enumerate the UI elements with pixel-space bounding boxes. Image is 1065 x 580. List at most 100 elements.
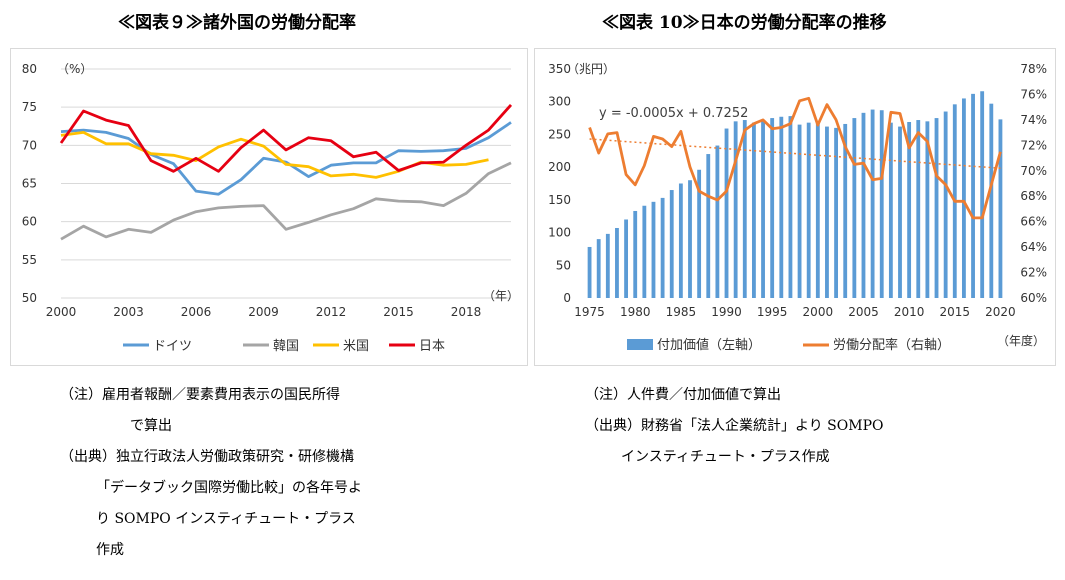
x-tick-label: 2006: [181, 305, 212, 319]
y-unit-label: （兆円）: [567, 62, 615, 76]
chart-foreign-labor-share: 50 55 60 65 70 75 80 2000 2003 2006 2009 2012 2015 20…: [10, 48, 528, 366]
source-text: 「データブック国際労働比較」の各年号よ: [96, 480, 362, 496]
value-added-bar: [587, 246, 592, 298]
value-added-bar: [998, 119, 1003, 298]
y-left-tick-label: 50: [556, 258, 571, 272]
x-unit-label: （年度）: [997, 333, 1045, 348]
y-right-tick-label: 72%: [1020, 138, 1047, 152]
x-tick-label: 1995: [757, 305, 788, 319]
value-added-bar: [989, 103, 994, 298]
value-added-bar: [605, 233, 610, 298]
value-added-bar: [898, 126, 902, 298]
value-added-bar: [596, 239, 601, 298]
x-unit-label: （年）: [483, 289, 519, 303]
x-tick-label: 1975: [574, 305, 605, 319]
value-added-bar: [742, 120, 747, 298]
y-left-tick-label: 250: [548, 127, 571, 141]
value-added-bar: [815, 122, 820, 298]
value-added-bar: [943, 111, 948, 299]
legend-label: 付加価値（左軸）: [657, 337, 761, 353]
chart-right-svg: 0 50 100 150 200 250 300 350 60% 62% 64% 66% 68% 70% 7…: [548, 62, 1047, 353]
x-tick-label: 2015: [383, 305, 414, 319]
y-tick-label: 65: [22, 177, 37, 191]
value-added-bar: [797, 124, 802, 298]
y-tick-label: 50: [22, 291, 37, 305]
x-tick-label: 2000: [46, 305, 77, 319]
value-added-bar: [852, 118, 857, 298]
x-tick-label: 1990: [711, 305, 742, 319]
value-added-bar: [633, 210, 638, 298]
series-line: [59, 103, 513, 173]
legend-label: 韓国: [273, 339, 299, 354]
value-added-bar: [642, 205, 647, 298]
value-added-bar: [879, 110, 884, 298]
source-text: 作成: [96, 542, 124, 558]
x-tick-label: 2009: [248, 305, 279, 319]
series-line: [60, 161, 512, 241]
y-right-tick-label: 62%: [1020, 266, 1047, 280]
value-added-bar: [615, 227, 619, 298]
value-added-bar: [688, 180, 692, 298]
y-right-tick-label: 60%: [1020, 291, 1047, 305]
note-text: で算出: [130, 418, 172, 434]
y-tick-label: 80: [22, 62, 37, 76]
source-text: インスティチュート・プラス作成: [621, 449, 830, 465]
trendline-equation: y = -0.0005x + 0.7252: [599, 106, 748, 121]
value-added-bar: [825, 126, 829, 298]
y-tick-label: 75: [22, 100, 37, 114]
y-right-tick-label: 64%: [1020, 240, 1047, 254]
value-added-bar: [733, 121, 738, 298]
y-left-tick-label: 150: [548, 193, 571, 207]
legend-label: 労働分配率（右軸）: [833, 337, 950, 353]
y-tick-label: 55: [22, 253, 37, 267]
y-tick-label: 60: [22, 215, 37, 229]
value-added-bar: [724, 128, 729, 298]
value-added-bar: [870, 109, 875, 298]
y-left-tick-label: 100: [548, 226, 571, 240]
y-right-tick-label: 70%: [1020, 164, 1047, 178]
value-added-bar: [861, 112, 866, 298]
y-left-tick-label: 300: [548, 95, 571, 109]
source-text: （出典）財務省「法人企業統計」より SOMPO: [585, 418, 884, 434]
value-added-bar: [706, 154, 711, 298]
legend-swatch: [627, 339, 653, 350]
x-tick-label: 2015: [940, 305, 971, 319]
y-right-tick-label: 78%: [1020, 62, 1047, 76]
value-added-bar: [888, 122, 893, 298]
x-tick-label: 2003: [113, 305, 144, 319]
legend-label: 米国: [343, 339, 369, 354]
value-added-bar: [697, 169, 702, 298]
figure10-title: ≪図表 10≫日本の労働分配率の推移: [602, 13, 887, 33]
y-tick-label: 70: [22, 138, 37, 152]
value-added-bar: [788, 116, 793, 298]
y-unit-label: （%）: [57, 62, 92, 76]
y-right-tick-label: 76%: [1020, 87, 1047, 101]
value-added-bar: [806, 122, 811, 298]
x-tick-label: 2012: [316, 305, 347, 319]
x-tick-label: 1980: [620, 305, 651, 319]
value-added-bar: [715, 145, 720, 298]
x-tick-label: 2020: [985, 305, 1016, 319]
y-left-tick-label: 0: [563, 291, 571, 305]
trendline: [589, 138, 1001, 169]
y-left-tick-label: 200: [548, 160, 571, 174]
value-added-bar: [843, 123, 848, 299]
x-tick-label: 2005: [848, 305, 879, 319]
value-added-bar: [624, 219, 629, 298]
value-added-bar: [971, 93, 975, 298]
x-tick-label: 1985: [666, 305, 697, 319]
y-right-tick-label: 66%: [1020, 215, 1047, 229]
notes-left: （注）雇用者報酬／要素費用表示の国民所得 で算出 （出典）独立行政法人労働政策研…: [60, 380, 362, 566]
y-right-tick-label: 68%: [1020, 189, 1047, 203]
value-added-bar: [834, 127, 839, 298]
series-line: [60, 121, 512, 196]
value-added-bar: [770, 118, 775, 298]
value-added-bar: [907, 121, 912, 298]
value-added-bar: [925, 121, 930, 298]
value-added-bar: [961, 98, 966, 298]
legend-label: ドイツ: [153, 339, 192, 354]
y-right-tick-label: 74%: [1020, 113, 1047, 127]
value-added-bar: [669, 190, 674, 298]
value-added-bar: [779, 116, 784, 299]
chart-japan-labor-share: 0 50 100 150 200 250 300 350 60% 62% 64% 66% 68% 70% 7…: [534, 48, 1056, 366]
